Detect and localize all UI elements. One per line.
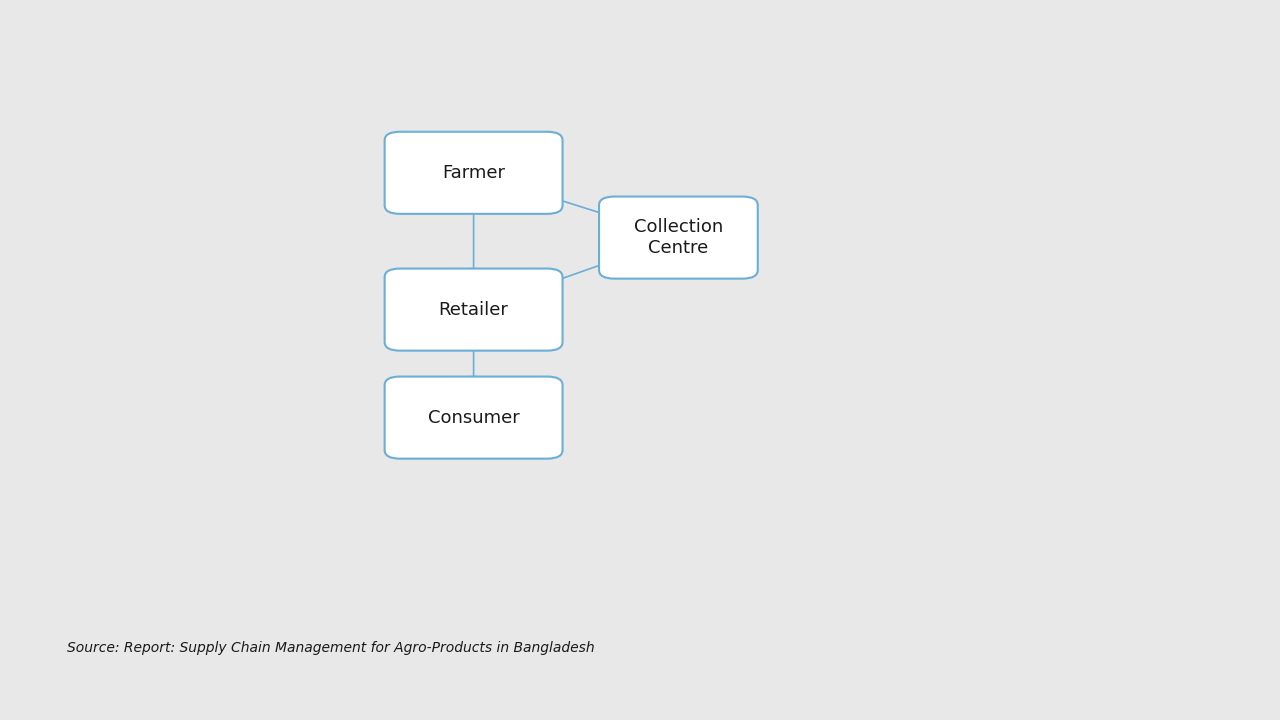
Text: Retailer: Retailer — [439, 301, 508, 318]
Text: Source: Report: Supply Chain Management for Agro-Products in Bangladesh: Source: Report: Supply Chain Management … — [67, 642, 594, 655]
FancyBboxPatch shape — [599, 197, 758, 279]
FancyBboxPatch shape — [384, 132, 563, 214]
Text: Farmer: Farmer — [442, 163, 506, 181]
Text: Collection
Centre: Collection Centre — [634, 218, 723, 257]
FancyBboxPatch shape — [384, 377, 563, 459]
FancyBboxPatch shape — [384, 269, 563, 351]
Text: Consumer: Consumer — [428, 409, 520, 426]
